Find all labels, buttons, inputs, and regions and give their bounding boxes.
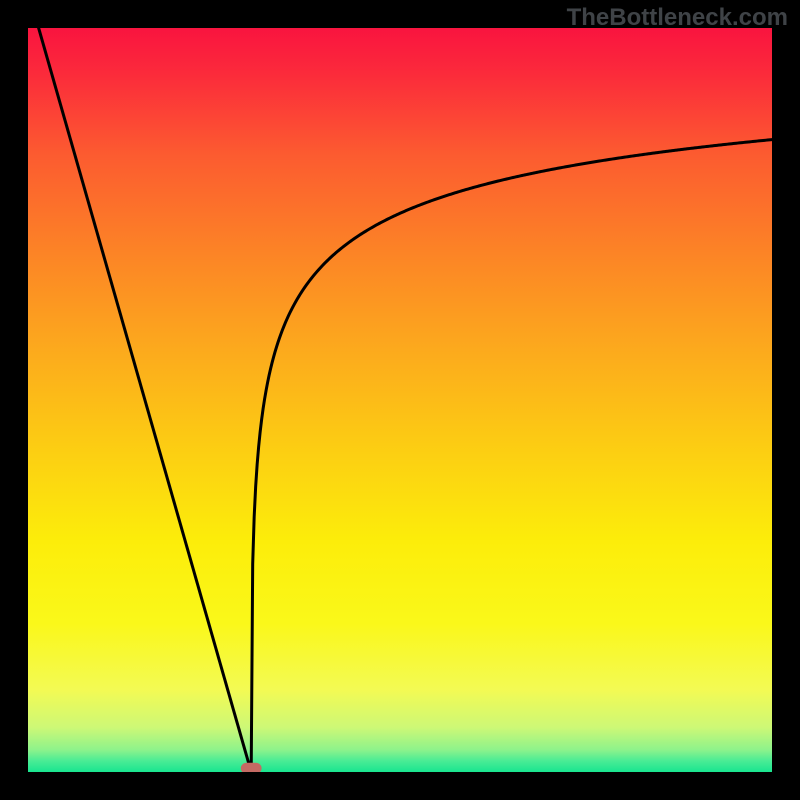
chart-canvas: TheBottleneck.com bbox=[0, 0, 800, 800]
watermark-text: TheBottleneck.com bbox=[567, 4, 788, 32]
bottleneck-chart-svg bbox=[0, 0, 800, 800]
chart-background bbox=[28, 28, 772, 772]
